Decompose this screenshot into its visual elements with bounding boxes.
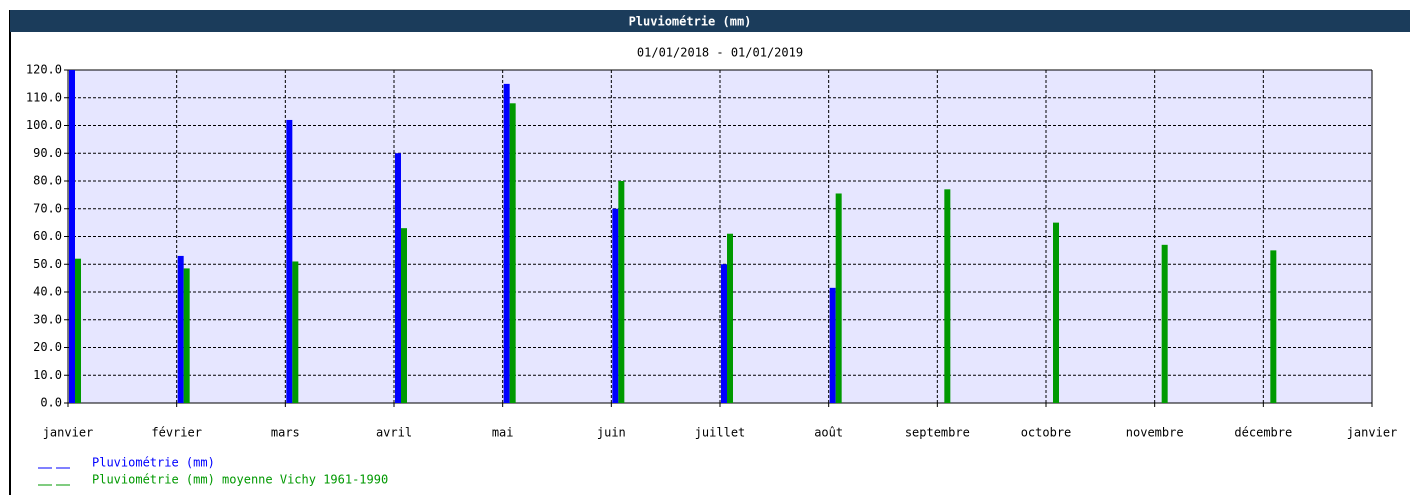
y-tick-label: 50.0 — [33, 257, 62, 271]
y-tick-label: 70.0 — [33, 201, 62, 215]
bar — [69, 70, 75, 403]
bar — [1270, 250, 1277, 403]
x-tick-label: avril — [376, 426, 412, 440]
y-tick-label: 120.0 — [26, 63, 62, 77]
legend-label: Pluviométrie (mm) moyenne Vichy 1961-199… — [92, 473, 388, 487]
bar — [75, 258, 81, 403]
y-tick-label: 10.0 — [33, 368, 62, 382]
x-tick-label: septembre — [905, 426, 970, 440]
y-tick-label: 20.0 — [33, 340, 62, 354]
x-tick-label: octobre — [1021, 426, 1072, 440]
x-tick-label: juin — [597, 426, 626, 440]
x-tick-label: juillet — [695, 426, 746, 440]
x-tick-label: mai — [492, 426, 514, 440]
bar — [835, 193, 842, 403]
y-tick-label: 110.0 — [26, 90, 62, 104]
legend-label: Pluviométrie (mm) — [92, 456, 215, 470]
bar — [177, 255, 184, 403]
bar — [401, 228, 407, 403]
bar — [618, 181, 625, 403]
bar — [721, 264, 727, 403]
bar — [612, 208, 619, 403]
x-tick-label: décembre — [1234, 426, 1292, 440]
title-bar — [10, 10, 1410, 32]
chart-title: Pluviométrie (mm) — [629, 15, 752, 29]
bar — [503, 83, 510, 403]
x-tick-label: février — [151, 426, 202, 440]
bar — [829, 287, 836, 403]
x-tick-label: novembre — [1126, 426, 1184, 440]
x-tick-label: janvier — [1347, 426, 1398, 440]
bar — [286, 119, 293, 403]
y-tick-label: 80.0 — [33, 174, 62, 188]
bar — [183, 268, 190, 403]
x-tick-label: janvier — [43, 426, 94, 440]
bar — [509, 103, 516, 404]
y-tick-label: 100.0 — [26, 118, 62, 132]
y-tick-label: 90.0 — [33, 146, 62, 160]
y-tick-label: 0.0 — [40, 396, 62, 410]
bar — [395, 153, 401, 403]
y-tick-label: 60.0 — [33, 229, 62, 243]
x-tick-label: mars — [271, 426, 300, 440]
chart-subtitle: 01/01/2018 - 01/01/2019 — [637, 46, 803, 60]
bar — [944, 189, 951, 403]
y-tick-label: 40.0 — [33, 285, 62, 299]
y-tick-label: 30.0 — [33, 312, 62, 326]
bar — [292, 261, 299, 403]
x-tick-label: août — [814, 426, 843, 440]
bar — [1053, 222, 1059, 403]
bar — [1161, 244, 1168, 403]
bar — [727, 233, 733, 403]
